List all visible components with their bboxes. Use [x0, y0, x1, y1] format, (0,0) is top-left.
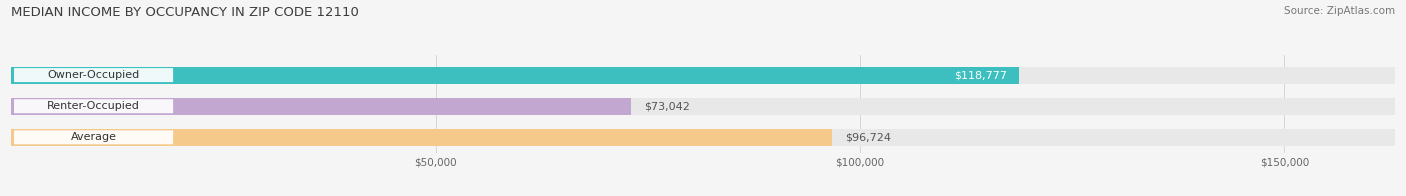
Text: Renter-Occupied: Renter-Occupied [48, 101, 141, 111]
FancyBboxPatch shape [14, 130, 173, 144]
Bar [11, 129, 1395, 146]
Bar [11, 67, 1395, 84]
Text: Source: ZipAtlas.com: Source: ZipAtlas.com [1284, 6, 1395, 16]
Bar [11, 98, 1395, 115]
Text: Owner-Occupied: Owner-Occupied [48, 70, 139, 80]
Bar [11, 67, 1019, 84]
Text: Average: Average [70, 132, 117, 142]
FancyBboxPatch shape [14, 99, 173, 113]
Bar [11, 98, 631, 115]
Text: MEDIAN INCOME BY OCCUPANCY IN ZIP CODE 12110: MEDIAN INCOME BY OCCUPANCY IN ZIP CODE 1… [11, 6, 359, 19]
Text: $73,042: $73,042 [644, 101, 690, 111]
Text: $96,724: $96,724 [845, 132, 891, 142]
Bar [11, 129, 832, 146]
Text: $118,777: $118,777 [953, 70, 1007, 80]
FancyBboxPatch shape [14, 68, 173, 82]
